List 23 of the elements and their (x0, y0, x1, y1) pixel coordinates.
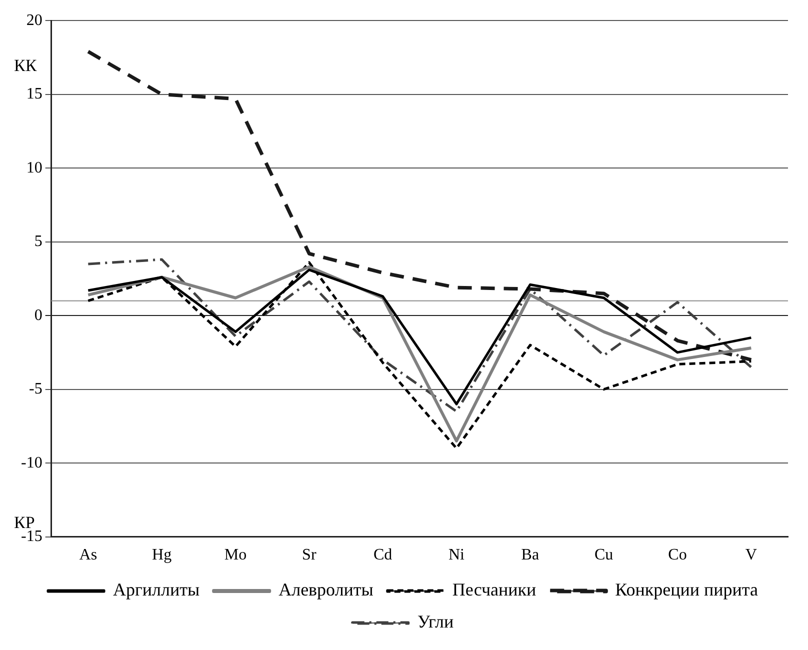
legend-label: Аргиллиты (113, 580, 200, 600)
y-tick-label: -10 (21, 454, 42, 472)
text: КК (14, 56, 37, 76)
x-tick-label: As (79, 546, 98, 564)
x-tick-label: V (745, 546, 758, 564)
x-tick-label: Cu (594, 546, 614, 564)
y-tick-label: 0 (34, 306, 42, 324)
x-tick-label: Ni (448, 546, 466, 564)
x-tick-label: Hg (152, 546, 172, 564)
legend-label: Угли (417, 612, 454, 632)
x-tick-label: Mo (224, 546, 247, 564)
legend-label: Конкреции пирита (615, 580, 758, 600)
y-tick-label: 20 (26, 12, 42, 29)
y-tick-label: 15 (26, 86, 42, 103)
x-tick-label: Cd (373, 546, 392, 564)
x-tick-label: Co (668, 546, 687, 564)
x-tick-label: Sr (302, 546, 317, 564)
y-tick-label: 10 (26, 159, 42, 176)
y-tick-label: 5 (34, 233, 42, 250)
y-tick-label: -5 (29, 380, 42, 398)
x-tick-label: Ba (521, 546, 540, 564)
legend-label: Алевролиты (278, 580, 374, 600)
legend-label: Песчаники (452, 580, 537, 600)
